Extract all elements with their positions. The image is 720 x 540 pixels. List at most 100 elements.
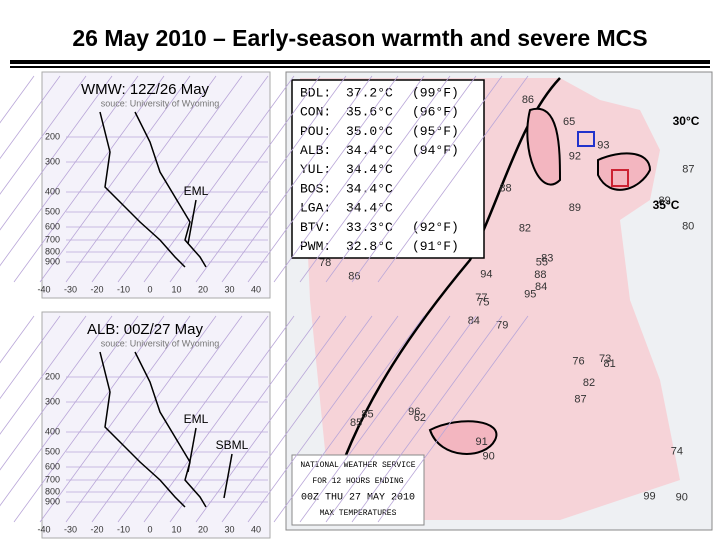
map-temp: 93: [597, 139, 609, 151]
station-id: LGA:: [300, 201, 331, 216]
map-temp: 96: [408, 406, 420, 418]
temp-label: 40: [251, 524, 261, 534]
pressure-label: 800: [45, 486, 60, 496]
temp-label: 10: [171, 284, 181, 294]
station-f: (92°F): [412, 220, 459, 235]
arrow: [187, 427, 197, 473]
map-temp: 91: [476, 436, 488, 448]
isotherm: [273, 75, 425, 283]
map-temp: 79: [496, 319, 508, 331]
map-temp: 81: [604, 358, 616, 370]
temp-label: -40: [37, 524, 50, 534]
panel-label: ALB: 00Z/27 May: [87, 321, 203, 338]
map-temp: 87: [574, 394, 586, 406]
map-temp: 88: [499, 183, 511, 195]
pressure-label: 300: [45, 396, 60, 406]
station-f: (99°F): [412, 85, 459, 100]
isotherm: [0, 315, 113, 471]
isotherm: [13, 315, 165, 523]
station-c: 37.2°C: [346, 85, 393, 100]
map-temp: 86: [348, 270, 360, 282]
map-temp: 82: [519, 223, 531, 235]
isotherm: [13, 75, 165, 283]
temp-label: -20: [90, 524, 103, 534]
temp-label: -10: [117, 524, 130, 534]
map-temp: 74: [671, 445, 683, 457]
map-temp: 99: [643, 491, 655, 503]
isotherm: [0, 315, 35, 364]
slide-title: 26 May 2010 – Early-season warmth and se…: [72, 25, 647, 51]
station-id: POU:: [300, 124, 331, 139]
pressure-label: 600: [45, 221, 60, 231]
isotherm: [299, 75, 451, 283]
station-c: 34.4°C: [346, 181, 393, 196]
pressure-label: 200: [45, 371, 60, 381]
station-box: [577, 131, 595, 147]
isotherm: [377, 75, 529, 283]
isotherm: [0, 315, 87, 435]
map-temp: 82: [583, 377, 595, 389]
map-temp: 84: [535, 281, 547, 293]
temp-label: -20: [90, 284, 103, 294]
pressure-label: 400: [45, 186, 60, 196]
temp-label: 30: [224, 524, 234, 534]
temp-label: -40: [37, 284, 50, 294]
legend-line: NATIONAL WEATHER SERVICE: [300, 461, 415, 470]
map-temp: 65: [563, 116, 575, 128]
map-temp: 75: [477, 297, 489, 309]
map-temp: 85: [361, 408, 373, 420]
pressure-label: 500: [45, 446, 60, 456]
isotherm: [117, 315, 269, 523]
temp-label: -30: [64, 524, 77, 534]
isotherm: [39, 315, 191, 523]
isotherm: [65, 315, 217, 523]
station-c: 35.6°C: [346, 105, 393, 120]
map: 79 75 55 62 65 88 92 95 90 86 87 84 89 82 85 83 81 78 76 80…: [285, 71, 713, 531]
sounding-frame: [41, 311, 271, 539]
isotherm: [169, 315, 321, 523]
map-temp: 94: [480, 268, 492, 280]
isotherm: [0, 75, 113, 231]
panel-source: souce: University of Wyoming: [101, 98, 219, 108]
map-temp: 95: [524, 289, 536, 301]
isotherm: [143, 315, 295, 523]
temperature: [134, 111, 207, 268]
map-temp: 76: [572, 356, 584, 368]
temp-label: 40: [251, 284, 261, 294]
isotherm: [351, 315, 503, 523]
isotherm: [247, 315, 399, 523]
map-temp: 86: [522, 94, 534, 106]
isotherm: [195, 75, 347, 283]
station-f: (91°F): [412, 239, 459, 254]
station-id: PWM:: [300, 239, 331, 254]
isotherm: [0, 75, 61, 160]
isotherm: [0, 75, 87, 195]
station-table: [291, 79, 485, 259]
panel-source: souce: University of Wyoming: [101, 338, 219, 348]
map-temp: 84: [468, 315, 480, 327]
pressure-label: 500: [45, 206, 60, 216]
temp-label: 0: [147, 524, 152, 534]
pressure-label: 900: [45, 256, 60, 266]
arrow: [223, 453, 233, 499]
isotherm: [0, 315, 139, 507]
temp-label: 10: [171, 524, 181, 534]
sounding-frame: [41, 71, 271, 299]
arrow: [187, 199, 197, 245]
isotherm: [91, 315, 243, 523]
isotherm: [273, 315, 425, 523]
station-c: 33.3°C: [346, 220, 393, 235]
map-temp: 89: [569, 202, 581, 214]
map-temp: 90: [676, 491, 688, 503]
station-c: 34.4°C: [346, 201, 393, 216]
map-temp: 90: [483, 450, 495, 462]
station-c: 35.0°C: [346, 124, 393, 139]
map-temp: 83: [541, 253, 553, 265]
temp-label: 0: [147, 284, 152, 294]
isotherm: [351, 75, 503, 283]
isotherm: [169, 75, 321, 283]
isotherm: [143, 75, 295, 283]
isotherm: [65, 75, 217, 283]
map-temp: 77: [475, 292, 487, 304]
